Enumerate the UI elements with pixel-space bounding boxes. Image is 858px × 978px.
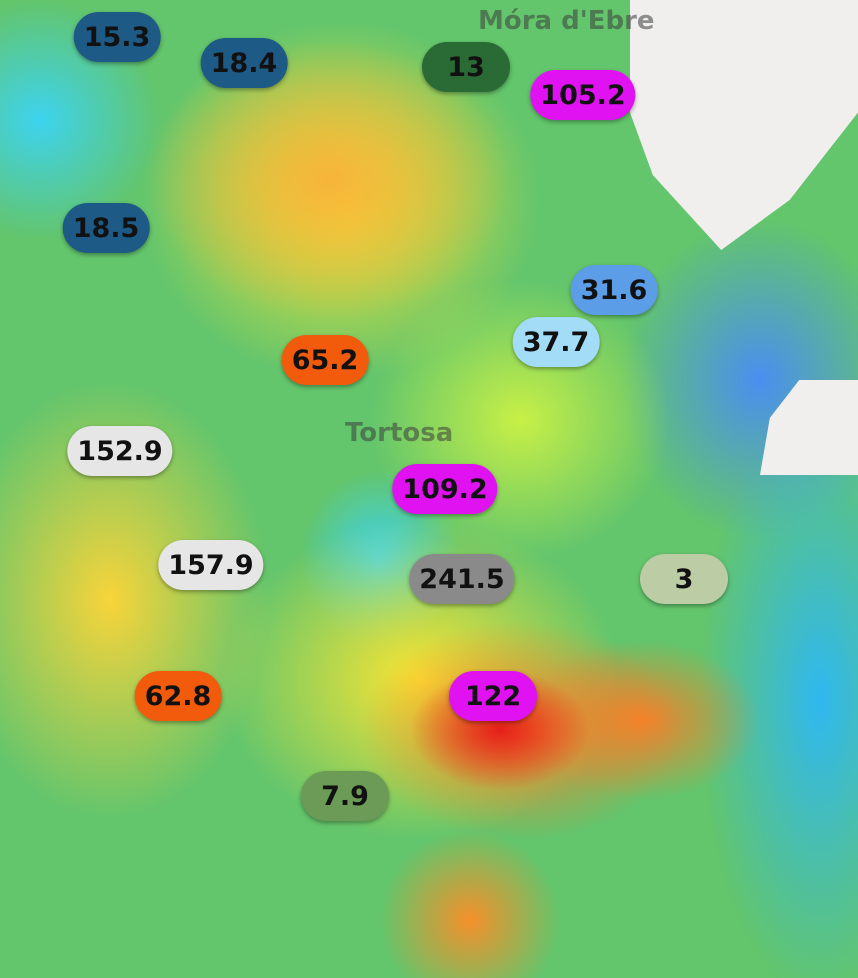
place-label: Tortosa	[345, 418, 454, 448]
rain-marker[interactable]: 62.8	[134, 671, 222, 721]
rain-marker[interactable]: 31.6	[570, 265, 658, 315]
rain-marker[interactable]: 152.9	[67, 426, 173, 476]
rain-marker[interactable]: 18.4	[200, 38, 288, 88]
rain-marker[interactable]: 65.2	[281, 335, 369, 385]
rain-marker[interactable]: 157.9	[158, 540, 264, 590]
rain-marker[interactable]: 122	[449, 671, 537, 721]
rain-marker[interactable]: 105.2	[530, 70, 636, 120]
rain-marker[interactable]: 37.7	[512, 317, 600, 367]
rain-marker[interactable]: 241.5	[409, 554, 515, 604]
rain-marker[interactable]: 13	[422, 42, 510, 92]
rain-marker[interactable]: 3	[640, 554, 728, 604]
land-area	[630, 0, 858, 250]
rain-marker[interactable]: 18.5	[62, 203, 150, 253]
rain-marker[interactable]: 7.9	[301, 771, 389, 821]
place-label: Móra d'Ebre	[478, 6, 655, 36]
land-area	[760, 380, 858, 475]
rain-marker[interactable]: 109.2	[392, 464, 498, 514]
rain-marker[interactable]: 15.3	[73, 12, 161, 62]
